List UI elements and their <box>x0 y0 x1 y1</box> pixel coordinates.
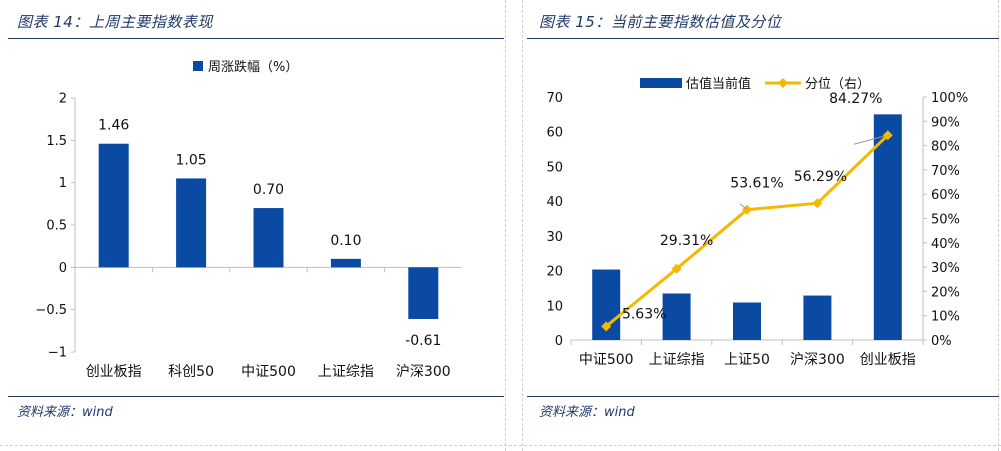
y-left-tick-label: 10 <box>546 299 563 314</box>
figure-14-title-rule <box>8 38 504 39</box>
figure-14-title: 图表 14：上周主要指数表现 <box>17 13 213 31</box>
y-left-tick-label: 40 <box>546 195 563 210</box>
y-right-tick-label: 0% <box>931 334 952 349</box>
percentile-data-label: 29.31% <box>660 233 713 249</box>
data-label: 1.46 <box>98 118 129 134</box>
percentile-data-label: 5.63% <box>622 306 666 322</box>
y-tick-label: 2 <box>59 92 67 107</box>
y-right-tick-label: 90% <box>931 115 960 130</box>
bottom-divider <box>0 445 1001 446</box>
data-label: 0.70 <box>253 182 284 198</box>
valuation-combo-chart: 估值当前值 分位（右） 0 10 20 30 40 50 60 70 0% 10% 20% 30% 40% 5… <box>546 76 968 368</box>
percentile-data-label: 84.27% <box>829 91 882 107</box>
y-left-tick-label: 60 <box>546 126 563 141</box>
x-tick-label: 科创50 <box>168 364 214 380</box>
figure-15-title-rule <box>527 38 999 39</box>
data-label: 0.10 <box>330 233 361 249</box>
x-tick-label: 上证综指 <box>649 352 705 368</box>
bar-上证50 <box>733 302 761 340</box>
y-right-tick-label: 10% <box>931 310 960 325</box>
weekly-change-bar-chart: 周涨跌幅（%） −1 −0.5 0 0.5 1 1.5 2 1.46 创业板指 1.05 科创50 0.… <box>35 59 462 380</box>
y-right-tick-label: 30% <box>931 261 960 276</box>
figure-15-source-rule <box>527 396 999 397</box>
y-right-tick-label: 40% <box>931 237 960 252</box>
percentile-line <box>605 134 889 328</box>
y-tick-label: 1.5 <box>46 134 67 149</box>
y-tick-label: 0 <box>59 261 67 276</box>
bar-创业板指 <box>98 143 129 268</box>
percentile-marker-沪深300 <box>812 198 823 209</box>
bar-创业板指 <box>873 114 902 340</box>
y-left-tick-label: 30 <box>546 230 563 245</box>
figure-14-source-rule <box>8 396 504 397</box>
percentile-marker-上证综指 <box>671 263 682 274</box>
y-right-tick-label: 20% <box>931 285 960 300</box>
x-tick-label: 沪深300 <box>790 352 845 368</box>
x-tick-label: 上证综指 <box>318 364 374 380</box>
y-right-tick-label: 80% <box>931 140 960 155</box>
y-right-tick-label: 60% <box>931 188 960 203</box>
legend-label-percentile: 分位（右） <box>805 77 870 92</box>
percentile-marker-创业板指 <box>882 130 893 141</box>
legend-marker-percentile <box>778 78 788 88</box>
figure-15-title: 图表 15：当前主要指数估值及分位 <box>539 13 782 31</box>
label-leader-line <box>739 203 747 210</box>
figure-14-source: 资料来源：wind <box>17 405 113 420</box>
y-left-tick-label: 20 <box>546 265 563 280</box>
percentile-data-label: 56.29% <box>794 169 847 185</box>
data-label: 1.05 <box>176 152 207 168</box>
legend-swatch-valuation <box>640 78 682 88</box>
percentile-marker-中证500 <box>601 321 612 332</box>
x-tick-label: 中证500 <box>241 364 296 380</box>
panel-divider-2 <box>522 0 523 451</box>
x-tick-label: 创业板指 <box>860 352 916 368</box>
figure-15-panel: 图表 15：当前主要指数估值及分位 估值当前值 分位（右） 0 10 20 30 40 50 6… <box>523 0 1001 451</box>
legend-swatch-weekly-change <box>193 61 203 71</box>
bar-沪深300 <box>803 295 832 340</box>
y-right-tick-label: 100% <box>931 91 968 106</box>
legend-label-weekly-change: 周涨跌幅（%） <box>208 59 298 75</box>
panel-divider-right <box>998 0 999 451</box>
label-leader-line <box>853 135 884 145</box>
bar-中证500 <box>253 208 284 268</box>
x-tick-label: 创业板指 <box>86 364 142 380</box>
panel-divider-1 <box>505 0 506 451</box>
bar-上证综指 <box>330 258 361 268</box>
y-tick-label: 1 <box>59 176 67 191</box>
y-tick-label: 0.5 <box>46 219 67 234</box>
x-tick-label: 中证500 <box>579 352 634 368</box>
y-left-tick-label: 70 <box>546 91 563 106</box>
x-tick-label: 沪深300 <box>396 364 451 380</box>
bar-沪深300 <box>408 267 439 319</box>
y-right-tick-label: 70% <box>931 164 960 179</box>
bar-科创50 <box>176 178 207 268</box>
data-label: -0.61 <box>405 333 441 349</box>
percentile-data-label: 53.61% <box>730 176 783 192</box>
y-right-tick-label: 50% <box>931 213 960 228</box>
x-tick-label: 上证50 <box>724 352 770 368</box>
bar-上证综指 <box>662 293 691 340</box>
y-tick-label: −0.5 <box>35 303 67 318</box>
figure-15-source: 资料来源：wind <box>539 405 635 420</box>
y-left-tick-label: 0 <box>555 334 563 349</box>
y-tick-label: −1 <box>48 346 67 361</box>
legend-label-valuation: 估值当前值 <box>686 76 751 92</box>
y-left-tick-label: 50 <box>546 160 563 175</box>
figure-14-panel: 图表 14：上周主要指数表现 周涨跌幅（%） −1 −0.5 0 0.5 1 1.5 2 1.4… <box>8 13 504 420</box>
